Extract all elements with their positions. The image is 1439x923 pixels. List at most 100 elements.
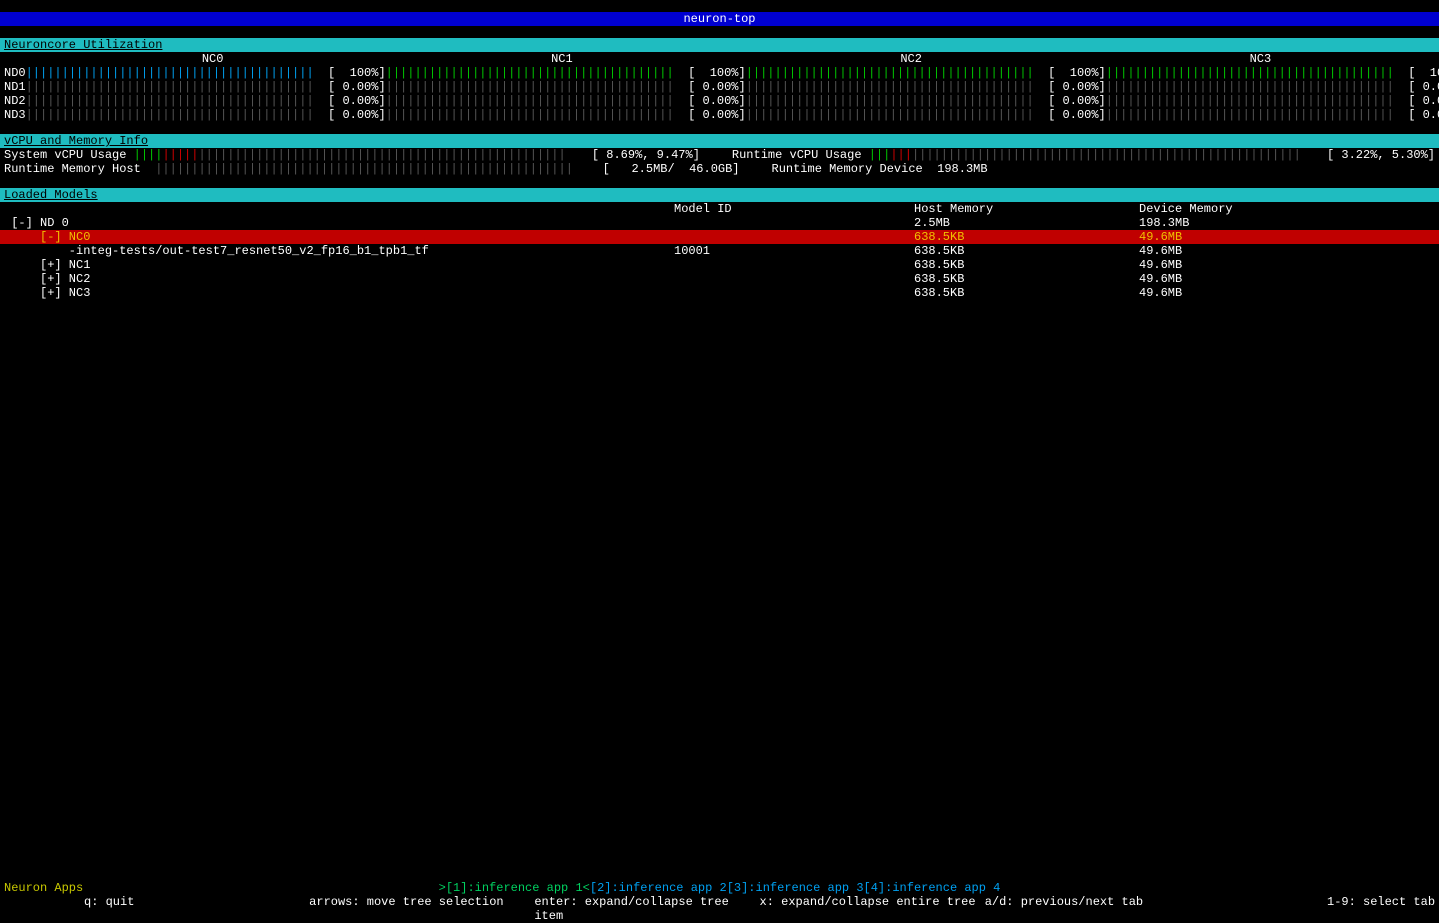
core-bar-0: ||||||||||||||||||||||||||||||||||||||||… xyxy=(26,80,386,94)
tree-row[interactable]: [-] ND 02.5MB198.3MB xyxy=(0,216,1439,230)
core-pct: [ 0.00%] xyxy=(314,94,386,108)
core-bar-1: ||||||||||||||||||||||||||||||||||||||||… xyxy=(386,66,746,80)
nc-header-2: NC2 xyxy=(737,52,1086,66)
nc-header-1: NC1 xyxy=(387,52,736,66)
core-bar-3: ||||||||||||||||||||||||||||||||||||||||… xyxy=(1106,66,1439,80)
section-vcpu-mem: vCPU and Memory Info xyxy=(0,134,1439,148)
tree-device-mem: 49.6MB xyxy=(1139,230,1435,244)
device-label: ND0 xyxy=(4,66,26,80)
core-pct: [ 0.00%] xyxy=(1394,108,1439,122)
tree-row[interactable]: [+] NC2 638.5KB49.6MB xyxy=(0,272,1439,286)
core-pct: [ 0.00%] xyxy=(674,94,746,108)
footer-tab-4[interactable]: [4]:inference app 4 xyxy=(864,881,1001,895)
core-bar-2: ||||||||||||||||||||||||||||||||||||||||… xyxy=(746,80,1106,94)
core-pct: [ 0.00%] xyxy=(1034,94,1106,108)
device-label: ND1 xyxy=(4,80,26,94)
util-row-ND3: ND3|||||||||||||||||||||||||||||||||||||… xyxy=(4,108,1435,122)
core-pct: [ 0.00%] xyxy=(314,80,386,94)
tree-model-id: 10001 xyxy=(674,244,914,258)
footer-tab-1[interactable]: >[1]:inference app 1< xyxy=(439,881,590,895)
tree-label: [-] NC0 xyxy=(4,230,674,244)
tree-label: -integ-tests/out-test7_resnet50_v2_fp16_… xyxy=(4,244,674,258)
tree-row[interactable]: -integ-tests/out-test7_resnet50_v2_fp16_… xyxy=(0,244,1439,258)
tree-model-id xyxy=(674,258,914,272)
tree-device-mem: 49.6MB xyxy=(1139,258,1435,272)
tree-host-mem: 638.5KB xyxy=(914,244,1139,258)
core-pct: [ 0.00%] xyxy=(1394,80,1439,94)
tree-label: [+] NC2 xyxy=(4,272,674,286)
core-pct: [ 0.00%] xyxy=(1034,108,1106,122)
system-vcpu-row: System vCPU Usage ||||||||||||||||||||||… xyxy=(4,148,1435,162)
vcpu-panel: System vCPU Usage ||||||||||||||||||||||… xyxy=(0,148,1439,176)
tree-model-id xyxy=(674,272,914,286)
runtime-vcpu-value: [ 3.22%, 5.30%] xyxy=(1327,148,1435,162)
core-bar-0: ||||||||||||||||||||||||||||||||||||||||… xyxy=(26,66,386,80)
core-bar-2: ||||||||||||||||||||||||||||||||||||||||… xyxy=(746,108,1106,122)
tree-device-mem: 198.3MB xyxy=(1139,216,1435,230)
models-table-header: Model ID Host Memory Device Memory xyxy=(0,202,1439,216)
util-row-ND0: ND0|||||||||||||||||||||||||||||||||||||… xyxy=(4,66,1435,80)
footer-help-item: enter: expand/collapse tree item xyxy=(534,895,759,909)
section-loaded-models: Loaded Models xyxy=(0,188,1439,202)
title-bar: neuron-top xyxy=(0,12,1439,26)
nc-header-0: NC0 xyxy=(38,52,387,66)
core-pct: [ 0.00%] xyxy=(314,108,386,122)
models-tree[interactable]: [-] ND 02.5MB198.3MB [-] NC0638.5KB49.6M… xyxy=(0,216,1439,300)
footer-tabs: Neuron Apps >[1]:inference app 1<[2]:inf… xyxy=(0,881,1439,895)
tree-host-mem: 638.5KB xyxy=(914,272,1139,286)
footer-tab-2[interactable]: [2]:inference app 2 xyxy=(590,881,727,895)
core-pct: [ 0.00%] xyxy=(1034,80,1106,94)
tree-label: [-] ND 0 xyxy=(4,216,674,230)
tree-row[interactable]: [+] NC1638.5KB49.6MB xyxy=(0,258,1439,272)
tree-device-mem: 49.6MB xyxy=(1139,244,1435,258)
runtime-mem-dev-value: 198.3MB xyxy=(937,162,987,176)
core-pct: [ 0.00%] xyxy=(674,80,746,94)
tree-host-mem: 638.5KB xyxy=(914,286,1139,300)
util-row-ND2: ND2|||||||||||||||||||||||||||||||||||||… xyxy=(4,94,1435,108)
core-bar-2: ||||||||||||||||||||||||||||||||||||||||… xyxy=(746,66,1106,80)
core-bar-3: ||||||||||||||||||||||||||||||||||||||||… xyxy=(1106,108,1439,122)
footer-help-item: arrows: move tree selection xyxy=(309,895,534,909)
system-vcpu-bar: ||||||||||||||||||||||||||||||||||||||||… xyxy=(134,148,592,162)
runtime-mem-row: Runtime Memory Host ||||||||||||||||||||… xyxy=(4,162,1435,176)
core-bar-1: ||||||||||||||||||||||||||||||||||||||||… xyxy=(386,80,746,94)
system-vcpu-value: [ 8.69%, 9.47%] xyxy=(592,148,700,162)
core-pct: [ 100%] xyxy=(1394,66,1439,80)
device-label: ND2 xyxy=(4,94,26,108)
footer-tab-3[interactable]: [3]:inference app 3 xyxy=(727,881,864,895)
utilization-panel: NC0NC1NC2NC3 ND0||||||||||||||||||||||||… xyxy=(0,52,1439,122)
col-name xyxy=(4,202,674,216)
footer-help-item: q: quit xyxy=(84,895,309,909)
core-bar-0: ||||||||||||||||||||||||||||||||||||||||… xyxy=(26,94,386,108)
tree-row[interactable]: [+] NC3 638.5KB49.6MB xyxy=(0,286,1439,300)
core-pct: [ 100%] xyxy=(674,66,746,80)
footer: Neuron Apps >[1]:inference app 1<[2]:inf… xyxy=(0,881,1439,909)
runtime-mem-host-label: Runtime Memory Host xyxy=(4,162,155,176)
tree-label: [+] NC3 xyxy=(4,286,674,300)
top-gap xyxy=(0,0,1439,12)
runtime-vcpu-bar: ||||||||||||||||||||||||||||||||||||||||… xyxy=(869,148,1327,162)
nc-headers: NC0NC1NC2NC3 xyxy=(4,52,1435,66)
core-pct: [ 100%] xyxy=(314,66,386,80)
system-vcpu-label: System vCPU Usage xyxy=(4,148,134,162)
tree-host-mem: 638.5KB xyxy=(914,258,1139,272)
tree-host-mem: 638.5KB xyxy=(914,230,1139,244)
footer-help-item: x: expand/collapse entire tree xyxy=(760,895,985,909)
util-row-ND1: ND1|||||||||||||||||||||||||||||||||||||… xyxy=(4,80,1435,94)
tree-model-id xyxy=(674,216,914,230)
core-bar-0: ||||||||||||||||||||||||||||||||||||||||… xyxy=(26,108,386,122)
section-neuroncore-util: Neuroncore Utilization xyxy=(0,38,1439,52)
col-model-id: Model ID xyxy=(674,202,914,216)
tree-model-id xyxy=(674,230,914,244)
tree-row[interactable]: [-] NC0 638.5KB49.6MB xyxy=(0,230,1439,244)
footer-help-item: a/d: previous/next tab xyxy=(985,895,1210,909)
device-label: ND3 xyxy=(4,108,26,122)
footer-help: q: quitarrows: move tree selectionenter:… xyxy=(0,895,1439,909)
core-bar-2: ||||||||||||||||||||||||||||||||||||||||… xyxy=(746,94,1106,108)
tree-device-mem: 49.6MB xyxy=(1139,286,1435,300)
tree-device-mem: 49.6MB xyxy=(1139,272,1435,286)
col-host-memory: Host Memory xyxy=(914,202,1139,216)
core-bar-1: ||||||||||||||||||||||||||||||||||||||||… xyxy=(386,94,746,108)
runtime-mem-host-value: [ 2.5MB/ 46.0GB] xyxy=(603,162,740,176)
col-device-memory: Device Memory xyxy=(1139,202,1435,216)
